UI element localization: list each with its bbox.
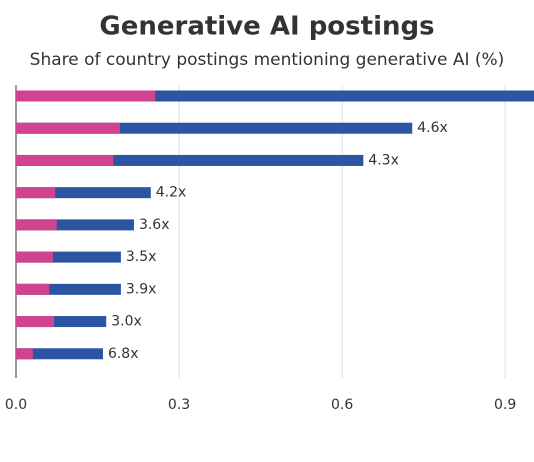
bar [16,251,121,263]
bar [16,283,121,295]
bar [16,90,156,102]
bar [16,251,53,263]
bar [16,316,107,328]
bar [16,154,364,166]
bar [16,122,413,134]
annotation: 3.9x [126,281,157,297]
bars [16,90,534,360]
bar [16,348,103,360]
bar [16,122,120,134]
annotation: 3.6x [139,217,170,233]
grid [15,85,506,378]
x-tick-label: 0.0 [5,397,27,413]
chart-subtitle: Share of country postings mentioning gen… [30,50,505,70]
x-tick-label: 0.9 [494,397,516,413]
annotation: 6.8x [108,346,139,362]
bar [16,348,33,360]
bar [16,187,56,199]
bar [16,187,151,199]
x-tick-label: 0.3 [168,397,190,413]
x-tick-label: 0.6 [331,397,353,413]
bar [16,219,57,231]
annotation: 3.0x [111,314,142,330]
labels: 0.0 0.3 0.6 0.9 4.6x 4.3x 4.2x 3.6x 3.5x 3.9x 3.0x… [5,120,516,413]
bar [16,219,134,231]
annotation: 3.5x [126,249,157,265]
chart-title: Generative AI postings [99,12,434,42]
bar [16,90,534,102]
annotation: 4.2x [156,185,187,201]
bar [16,283,50,295]
bar [16,316,55,328]
bar [16,154,114,166]
annotation: 4.3x [368,152,399,168]
annotation: 4.6x [417,120,448,136]
